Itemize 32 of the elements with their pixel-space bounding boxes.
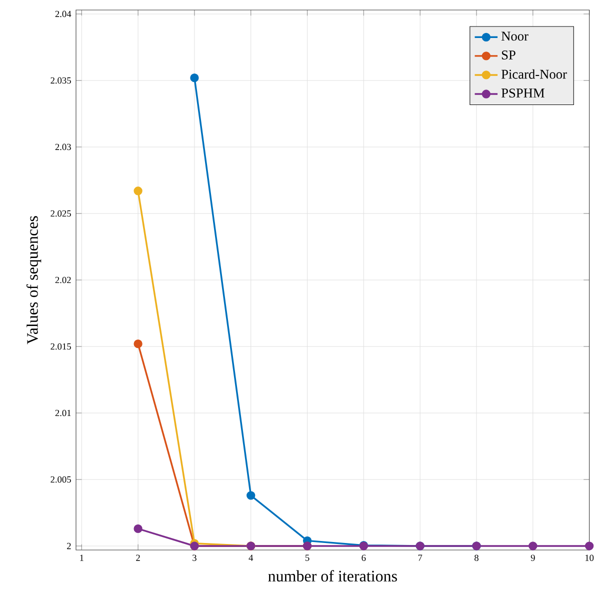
x-tick-label: 1 [80, 554, 84, 561]
x-axis-title: number of iterations [268, 570, 397, 582]
y-tick-label: 2.015 [50, 343, 71, 350]
y-tick-label: 2.01 [55, 410, 71, 416]
y-axis-title: Values of sequences [26, 216, 42, 344]
point [190, 73, 199, 82]
y-tick-label: 2.04 [55, 10, 72, 18]
x-tick-label: 9 [530, 554, 535, 561]
y-tick-label: 2.025 [50, 210, 71, 217]
x-tick-label: 7 [418, 554, 422, 561]
point [134, 524, 142, 534]
x-tick-label: 6 [362, 554, 366, 561]
point [246, 491, 256, 500]
x-tick-label: 2 [136, 554, 140, 561]
x-tick-label: 4 [248, 554, 254, 561]
x-tick-label: 5 [305, 554, 310, 561]
y-tick-label: 2.035 [50, 77, 71, 84]
y-tick-label: 2.03 [55, 144, 71, 150]
x-tick-label: 10 [585, 554, 594, 561]
y-tick-label: 2 [67, 542, 71, 550]
point [584, 542, 594, 550]
legend-label: PSPHM [501, 88, 544, 98]
y-tick-label: 2.005 [50, 476, 71, 483]
legend-label: Noor [501, 32, 528, 41]
x-tick-label: 8 [474, 554, 478, 561]
x-tick-label: 3 [192, 554, 196, 561]
legend-label: Picard-Noor [501, 69, 567, 79]
point [528, 542, 538, 550]
point [134, 186, 142, 196]
y-tick-label: 2.02 [55, 276, 71, 284]
legend-label: SP [502, 50, 516, 60]
point [134, 339, 142, 348]
